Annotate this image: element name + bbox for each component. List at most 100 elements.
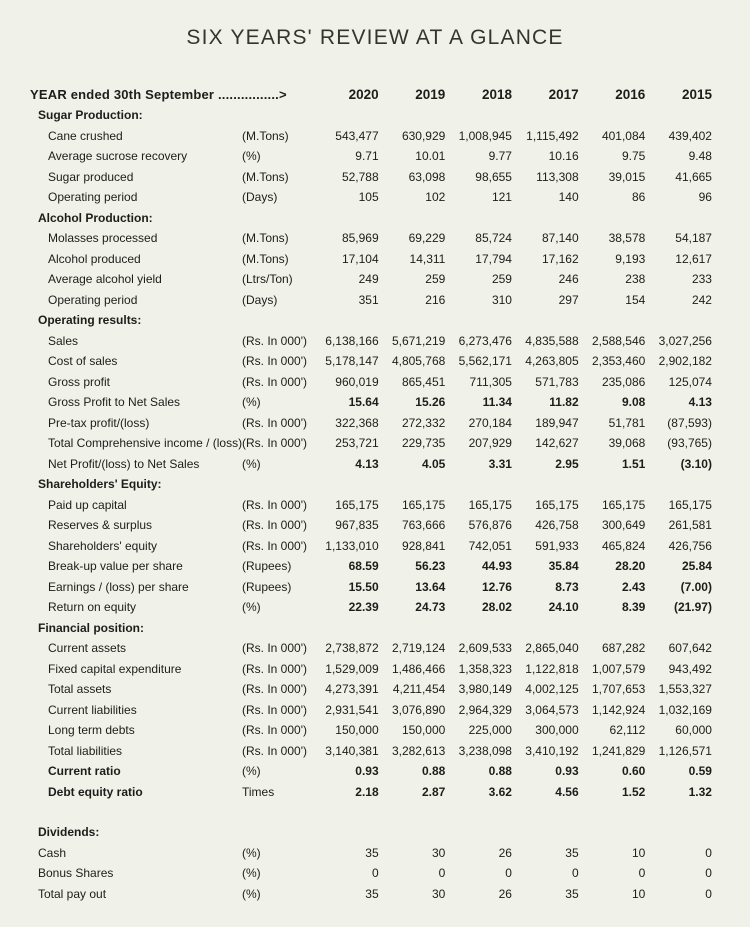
row-unit: (%): [242, 764, 261, 779]
value-cell: 0: [705, 845, 712, 860]
value-cell: 86: [631, 190, 646, 205]
row-unit: (M.Tons): [242, 169, 289, 184]
value-cell: 102: [425, 190, 446, 205]
value-cell: 207,929: [468, 436, 512, 451]
table-row: Total assets (Rs. In 000') 4,273,391 4,211,…: [30, 679, 712, 700]
value-cell: 10.16: [548, 149, 579, 164]
value-cell: 35: [565, 886, 579, 901]
value-cell: 2,902,182: [658, 354, 712, 369]
value-cell: 17,162: [541, 251, 579, 266]
value-cell: 35: [565, 845, 579, 860]
table-row: Average alcohol yield (Ltrs/Ton) 249 259 259…: [30, 269, 712, 290]
table-row: Total pay out (%) 35 30 26 35 10 0: [30, 884, 712, 905]
value-cell: 11.82: [549, 395, 579, 410]
row-unit: (Rs. In 000'): [242, 415, 307, 430]
row-label: Operating period: [48, 292, 138, 307]
value-cell: 1,115,492: [526, 128, 579, 143]
row-label: Return on equity: [48, 600, 137, 615]
table-row: Cash (%) 35 30 26 35 10 0: [30, 843, 712, 864]
row-unit: (Rs. In 000'): [242, 374, 307, 389]
value-cell: 865,451: [401, 374, 446, 389]
table-row: Debt equity ratio Times 2.18 2.87 3.62 4.56 1.…: [30, 782, 712, 803]
value-cell: 630,929: [401, 128, 446, 143]
table-row: Total liabilities (Rs. In 000') 3,140,381 3…: [30, 741, 712, 762]
value-cell: 2,964,329: [458, 702, 512, 717]
row-unit: (Rs. In 000'): [242, 661, 307, 676]
value-cell: 22.39: [348, 600, 379, 615]
value-cell: 1,707,653: [591, 682, 646, 697]
row-unit: (M.Tons): [242, 128, 289, 143]
section-gap: [30, 802, 712, 822]
table-row: Gross profit (Rs. In 000') 960,019 865,451 7…: [30, 372, 712, 393]
row-label: Cost of sales: [48, 354, 118, 369]
value-cell: 4.56: [555, 784, 579, 799]
value-cell: 12.76: [481, 579, 512, 594]
value-cell: 51,781: [608, 415, 646, 430]
table-row: Reserves & surplus (Rs. In 000') 967,835 76…: [30, 515, 712, 536]
section-header-row: Alcohol Production:: [30, 208, 712, 229]
row-label: Average sucrose recovery: [48, 149, 188, 164]
row-unit: (Rs. In 000'): [242, 702, 307, 717]
value-cell: 140: [558, 190, 579, 205]
table-row: Current liabilities (Rs. In 000') 2,931,54…: [30, 700, 712, 721]
row-unit: (Rs. In 000'): [242, 538, 307, 553]
value-cell: 1,358,323: [458, 661, 512, 676]
year-header-cell: 2017: [548, 86, 579, 102]
value-cell: 3,140,381: [325, 743, 379, 758]
row-unit: (Rs. In 000'): [242, 354, 307, 369]
value-cell: 465,824: [601, 538, 646, 553]
table-row: Total Comprehensive income / (loss) (Rs. …: [30, 433, 712, 454]
value-cell: 35: [365, 845, 379, 860]
row-label: Average alcohol yield: [48, 272, 162, 287]
value-cell: 12,617: [675, 251, 712, 266]
value-cell: 238: [625, 272, 646, 287]
value-cell: 2,931,541: [325, 702, 379, 717]
value-cell: 98,655: [475, 169, 512, 184]
value-cell: 2,719,124: [391, 641, 446, 656]
value-cell: 15.64: [348, 395, 379, 410]
row-label: Gross Profit to Net Sales: [48, 395, 181, 410]
section-header-row: Financial position:: [30, 618, 712, 639]
value-cell: 225,000: [468, 723, 512, 738]
value-cell: 1.51: [621, 456, 646, 471]
value-cell: 216: [425, 292, 446, 307]
value-cell: 742,051: [468, 538, 512, 553]
value-cell: 121: [491, 190, 512, 205]
value-cell: 26: [498, 845, 512, 860]
value-cell: 351: [358, 292, 379, 307]
value-cell: 1,007,579: [591, 661, 646, 676]
value-cell: 543,477: [335, 128, 379, 143]
value-cell: 87,140: [541, 231, 579, 246]
value-cell: 1,529,009: [325, 661, 379, 676]
value-cell: 9.77: [488, 149, 512, 164]
value-cell: 3,980,149: [458, 682, 512, 697]
table-row: Molasses processed (M.Tons) 85,969 69,229 85…: [30, 228, 712, 249]
row-label: Sales: [48, 333, 79, 348]
table-row: Long term debts (Rs. In 000') 150,000 150,0…: [30, 720, 712, 741]
value-cell: 3.31: [488, 456, 512, 471]
value-cell: 113,308: [536, 169, 579, 184]
section-header-row: Sugar Production:: [30, 105, 712, 126]
row-unit: (Days): [242, 190, 278, 205]
section-title: Dividends:: [38, 825, 100, 840]
table-body: Sugar Production: Cane crushed (M.Tons) 543…: [30, 105, 712, 904]
value-cell: 1,142,924: [591, 702, 646, 717]
row-label: Reserves & surplus: [48, 518, 153, 533]
row-unit: (%): [242, 866, 261, 881]
page-title: SIX YEARS' REVIEW AT A GLANCE: [186, 26, 564, 49]
value-cell: 0: [371, 866, 379, 881]
value-cell: 8.73: [555, 579, 579, 594]
row-label: Current liabilities: [48, 702, 137, 717]
value-cell: 24.10: [548, 600, 579, 615]
value-cell: 14,311: [409, 251, 446, 266]
value-cell: 4,263,805: [525, 354, 579, 369]
value-cell: 0.88: [421, 764, 446, 779]
value-cell: 0: [438, 866, 446, 881]
section-header-row: Dividends:: [30, 822, 712, 843]
row-label: Cash: [38, 845, 67, 860]
table-row: Paid up capital (Rs. In 000') 165,175 165,1…: [30, 495, 712, 516]
value-cell: 10.01: [415, 149, 446, 164]
value-cell: 150,000: [401, 723, 446, 738]
row-label: Paid up capital: [48, 497, 127, 512]
